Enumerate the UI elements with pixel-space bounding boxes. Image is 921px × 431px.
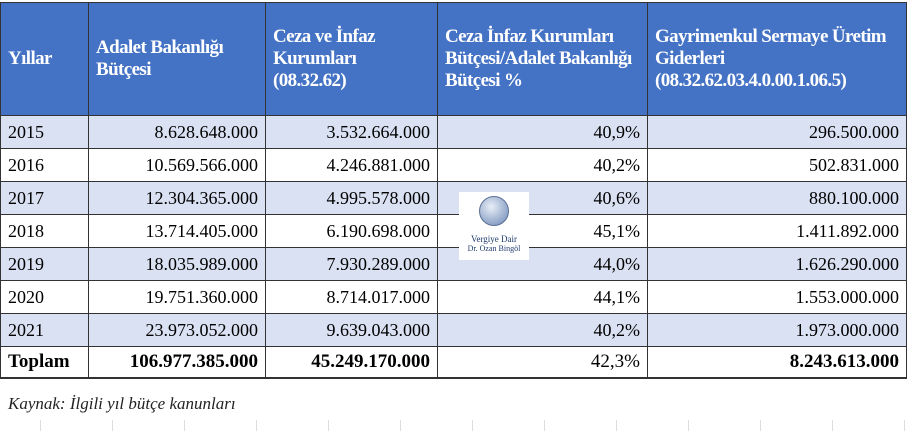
- cell-justice-budget: 23.973.052.000: [88, 313, 266, 347]
- gridline: [184, 420, 185, 431]
- cell-year: 2021: [0, 313, 89, 347]
- total-ratio: 42,3%: [437, 346, 648, 379]
- cell-justice-budget: 12.304.365.000: [88, 181, 266, 215]
- cell-year: 2016: [0, 148, 89, 182]
- cell-prisons: 9.639.043.000: [265, 313, 438, 347]
- cell-prisons: 3.532.664.000: [265, 115, 438, 149]
- table-row: 2016 10.569.566.000 4.246.881.000 40,2% 502.…: [0, 148, 907, 182]
- cell-year: 2017: [0, 181, 89, 215]
- source-caption: Kaynak: İlgili yıl bütçe kanunları: [8, 394, 236, 413]
- cell-real-estate: 880.100.000: [647, 181, 907, 215]
- watermark-line1: Vergiye Dair: [470, 234, 518, 244]
- table-row: 2017 12.304.365.000 4.995.578.000 40,6% 880.…: [0, 181, 907, 215]
- cell-justice-budget: 18.035.989.000: [88, 247, 266, 281]
- cell-year: 2018: [0, 214, 89, 248]
- gridline: [472, 420, 473, 431]
- table-row: 2019 18.035.989.000 7.930.289.000 44,0% 1.62…: [0, 247, 907, 281]
- cell-year: 2020: [0, 280, 89, 314]
- cell-real-estate: 1.626.290.000: [647, 247, 907, 281]
- cell-ratio: 44,0%: [437, 247, 648, 281]
- cell-prisons: 4.246.881.000: [265, 148, 438, 182]
- gridline: [400, 420, 401, 431]
- header-real-estate: Gayrimenkul Sermaye Üretim Giderleri (08…: [647, 2, 907, 116]
- cell-ratio: 40,9%: [437, 115, 648, 149]
- total-prisons: 45.249.170.000: [265, 346, 438, 379]
- gridline: [688, 420, 689, 431]
- cell-real-estate: 1.973.000.000: [647, 313, 907, 347]
- table-row: 2018 13.714.405.000 6.190.698.000 45,1% 1.41…: [0, 214, 907, 248]
- header-justice-budget: Adalet Bakanlığı Bütçesi: [88, 2, 266, 116]
- gridline: [832, 420, 833, 431]
- gridline: [40, 420, 41, 431]
- cell-justice-budget: 19.751.360.000: [88, 280, 266, 314]
- cell-prisons: 7.930.289.000: [265, 247, 438, 281]
- cell-ratio: 40,2%: [437, 148, 648, 182]
- total-real-estate: 8.243.613.000: [647, 346, 907, 379]
- cell-justice-budget: 10.569.566.000: [88, 148, 266, 182]
- total-year: Toplam: [0, 346, 89, 379]
- total-justice-budget: 106.977.385.000: [88, 346, 266, 379]
- gridline: [328, 420, 329, 431]
- cell-real-estate: 1.411.892.000: [647, 214, 907, 248]
- total-row: Toplam 106.977.385.000 45.249.170.000 42,3%…: [0, 346, 907, 379]
- gridline: [112, 420, 113, 431]
- cell-real-estate: 502.831.000: [647, 148, 907, 182]
- cell-prisons: 6.190.698.000: [265, 214, 438, 248]
- gridline: [544, 420, 545, 431]
- cell-ratio: 40,2%: [437, 313, 648, 347]
- header-years: Yıllar: [0, 2, 89, 116]
- header-ratio: Ceza İnfaz Kurumları Bütçesi/Adalet Baka…: [437, 2, 648, 116]
- cell-prisons: 4.995.578.000: [265, 181, 438, 215]
- globe-icon: [479, 196, 509, 226]
- gridline: [616, 420, 617, 431]
- watermark-logo: Vergiye Dair Dr. Ozan Bingöl: [459, 192, 529, 260]
- cell-justice-budget: 8.628.648.000: [88, 115, 266, 149]
- cell-prisons: 8.714.017.000: [265, 280, 438, 314]
- budget-table: Yıllar Adalet Bakanlığı Bütçesi Ceza ve …: [0, 2, 907, 379]
- gridline: [904, 420, 905, 431]
- cell-justice-budget: 13.714.405.000: [88, 214, 266, 248]
- header-prisons: Ceza ve İnfaz Kurumları (08.32.62): [265, 2, 438, 116]
- table-row: 2020 19.751.360.000 8.714.017.000 44,1% 1.55…: [0, 280, 907, 314]
- gridline: [760, 420, 761, 431]
- cell-year: 2015: [0, 115, 89, 149]
- table-row: 2015 8.628.648.000 3.532.664.000 40,9% 296.5…: [0, 115, 907, 149]
- gridline: [256, 420, 257, 431]
- cell-ratio: 44,1%: [437, 280, 648, 314]
- cell-real-estate: 1.553.000.000: [647, 280, 907, 314]
- header-row: Yıllar Adalet Bakanlığı Bütçesi Ceza ve …: [0, 2, 907, 116]
- table-row: 2021 23.973.052.000 9.639.043.000 40,2% 1.97…: [0, 313, 907, 347]
- cell-real-estate: 296.500.000: [647, 115, 907, 149]
- cell-year: 2019: [0, 247, 89, 281]
- watermark-line2: Dr. Ozan Bingöl: [467, 244, 521, 253]
